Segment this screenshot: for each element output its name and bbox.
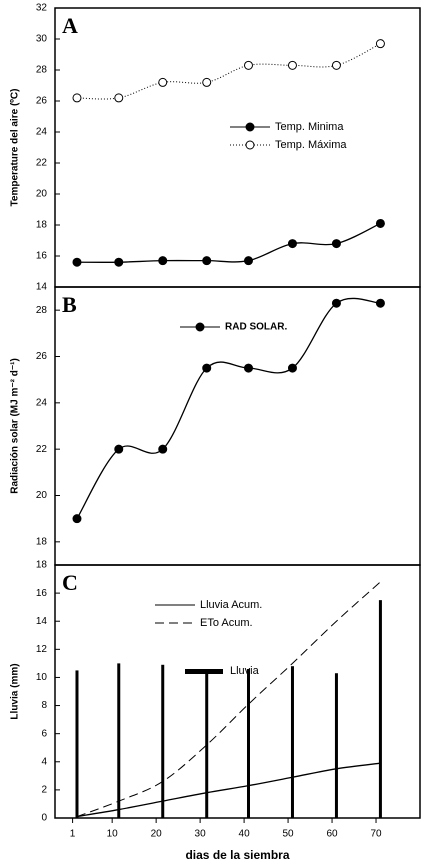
y-tick-label: 28 — [36, 65, 48, 76]
rain-bar — [378, 600, 382, 818]
y-tick-label: 24 — [36, 397, 48, 408]
y-tick-label: 18 — [36, 560, 48, 571]
series-line — [76, 581, 381, 818]
marker — [375, 39, 385, 49]
x-tick-label: 30 — [195, 829, 207, 840]
y-tick-label: 30 — [36, 34, 48, 45]
marker — [202, 363, 212, 373]
y-tick-label: 0 — [41, 813, 47, 824]
marker — [72, 514, 82, 524]
rain-bar — [161, 664, 165, 818]
y-tick-label: 18 — [36, 220, 48, 231]
x-tick-label: 70 — [370, 829, 382, 840]
panel-letter: C — [62, 570, 78, 595]
y-tick-label: 6 — [41, 728, 47, 739]
rain-bar — [75, 670, 79, 818]
x-tick-label: 60 — [326, 829, 338, 840]
marker — [158, 77, 168, 87]
x-tick-label: 50 — [283, 829, 295, 840]
y-tick-label: 32 — [36, 3, 48, 14]
y-tick-label: 10 — [36, 672, 48, 683]
legend-marker — [195, 322, 205, 332]
y-tick-label: 28 — [36, 305, 48, 316]
rain-bar — [290, 666, 294, 818]
x-tick-label: 10 — [107, 829, 119, 840]
x-tick-label: 20 — [151, 829, 163, 840]
marker — [202, 256, 212, 266]
legend-swatch — [185, 669, 223, 674]
marker — [331, 60, 341, 70]
legend-label: Lluvia — [230, 665, 260, 677]
y-axis-label: Radiación solar (MJ m⁻² d⁻¹) — [10, 358, 21, 494]
x-tick-label: 1 — [70, 829, 76, 840]
y-tick-label: 18 — [36, 536, 48, 547]
marker — [243, 256, 253, 266]
y-tick-label: 22 — [36, 158, 48, 169]
y-tick-label: 4 — [41, 756, 47, 767]
legend-label: Temp. Minima — [275, 121, 344, 133]
marker — [158, 256, 168, 266]
y-tick-label: 8 — [41, 700, 47, 711]
y-tick-label: 14 — [36, 282, 48, 293]
x-axis-label: dias de la siembra — [185, 848, 289, 862]
panel-letter: A — [62, 13, 78, 38]
y-axis-label: Lluvia (mm) — [10, 663, 21, 719]
y-tick-label: 22 — [36, 444, 48, 455]
marker — [331, 239, 341, 249]
marker — [287, 363, 297, 373]
marker — [375, 218, 385, 228]
marker — [114, 257, 124, 267]
legend-label: Lluvia Acum. — [200, 599, 262, 611]
marker — [72, 257, 82, 267]
y-tick-label: 24 — [36, 127, 48, 138]
y-tick-label: 2 — [41, 785, 47, 796]
y-tick-label: 12 — [36, 644, 48, 655]
marker — [243, 363, 253, 373]
y-tick-label: 16 — [36, 251, 48, 262]
y-tick-label: 26 — [36, 351, 48, 362]
y-tick-label: 14 — [36, 616, 48, 627]
marker — [72, 93, 82, 103]
y-axis-label: Temperature del aire (ºC) — [10, 89, 21, 207]
marker — [243, 60, 253, 70]
marker — [287, 239, 297, 249]
marker — [114, 444, 124, 454]
y-tick-label: 20 — [36, 490, 48, 501]
x-tick-label: 40 — [239, 829, 251, 840]
legend-label: Temp. Máxima — [275, 139, 347, 151]
marker — [331, 298, 341, 308]
rain-bar — [334, 673, 338, 818]
marker — [202, 77, 212, 87]
legend-marker — [245, 122, 255, 132]
panel-letter: B — [62, 292, 77, 317]
plot-frame — [54, 7, 421, 288]
rain-bar — [205, 669, 209, 818]
marker — [158, 444, 168, 454]
y-tick-label: 16 — [36, 588, 48, 599]
y-tick-label: 26 — [36, 96, 48, 107]
rain-bar — [246, 669, 250, 818]
rain-bar — [117, 663, 121, 818]
y-tick-label: 20 — [36, 189, 48, 200]
legend-label: RAD SOLAR. — [225, 322, 287, 333]
marker — [287, 60, 297, 70]
marker — [114, 93, 124, 103]
legend-label: ETo Acum. — [200, 617, 253, 629]
series-line — [76, 43, 381, 100]
legend-marker — [245, 140, 255, 150]
series-line — [76, 762, 381, 818]
plot-frame — [54, 564, 421, 819]
marker — [375, 298, 385, 308]
